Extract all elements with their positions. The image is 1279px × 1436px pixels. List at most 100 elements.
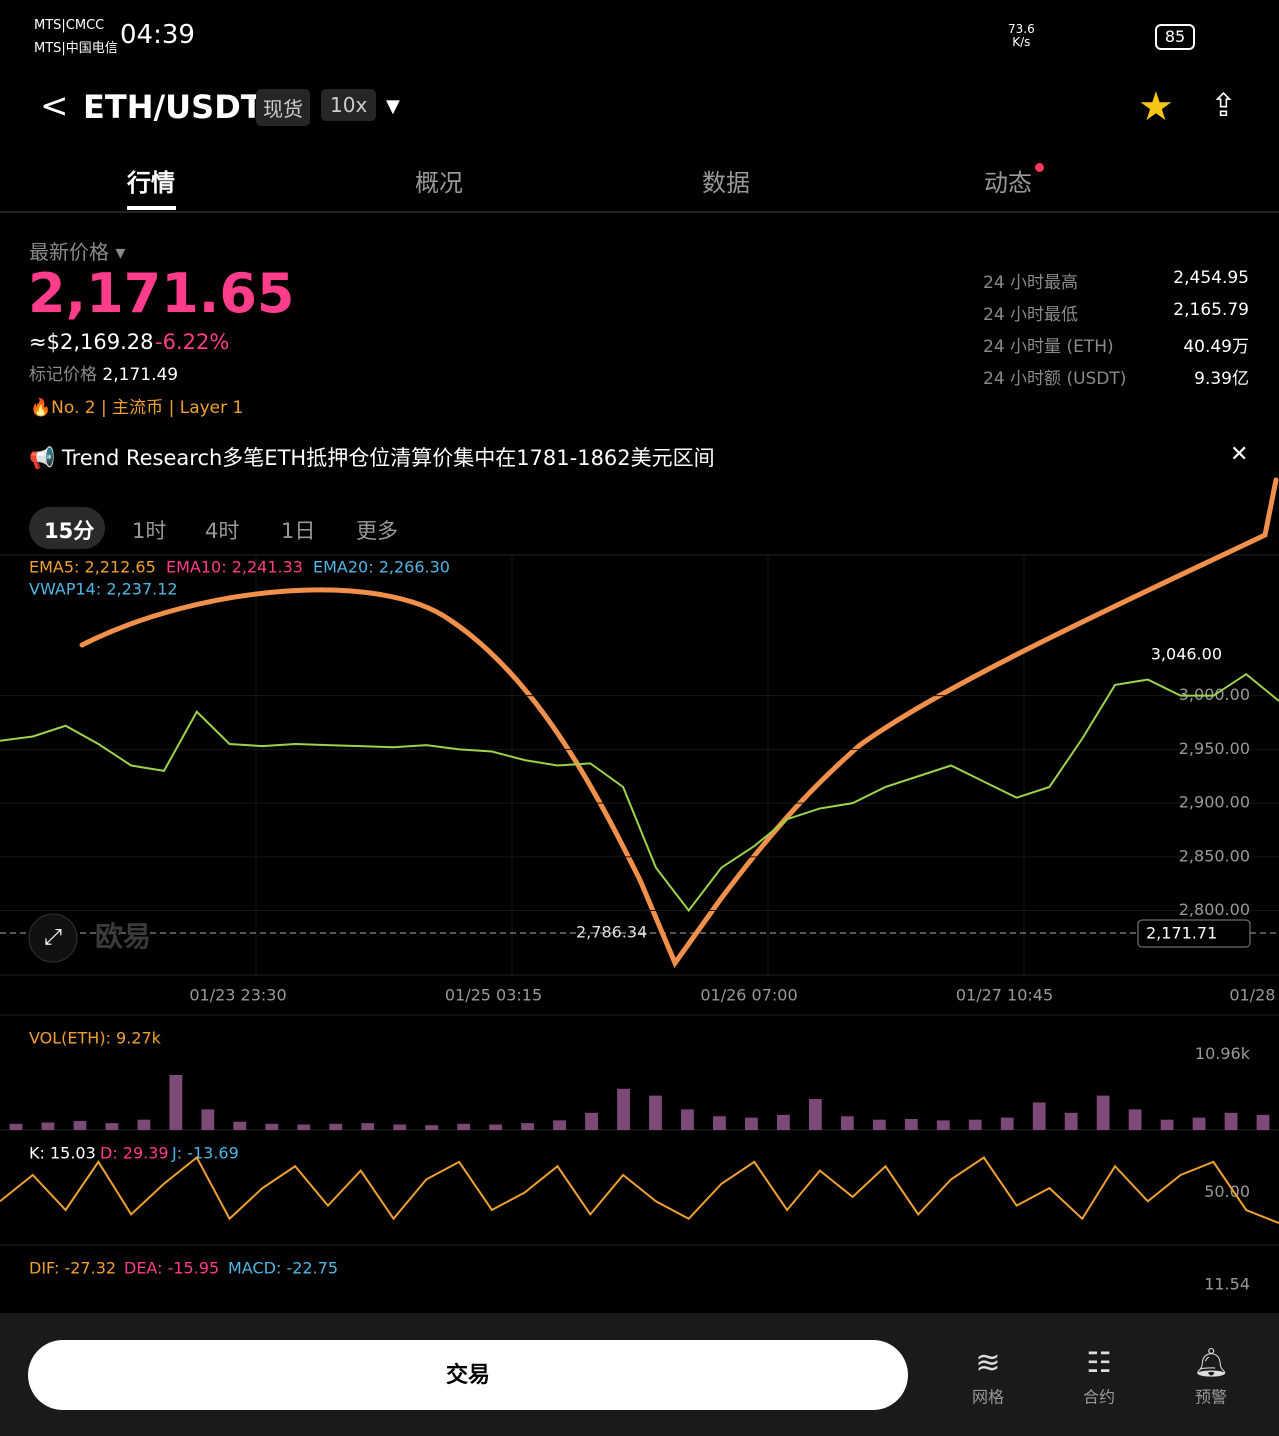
volume-bar (1000, 1117, 1014, 1130)
stat-value: 2,454.95 (1173, 268, 1249, 288)
tag[interactable]: Layer 1 (179, 398, 244, 418)
y-tick-label: 50.00 (1204, 1182, 1250, 1201)
close[interactable]: ✕ (1230, 442, 1249, 467)
alert-icon[interactable]: 🔔︎ (1193, 1346, 1229, 1379)
volume-bar (9, 1123, 23, 1130)
volume-bar (585, 1112, 598, 1130)
speed: 73.6 (1008, 22, 1035, 36)
stat-value: 9.39亿 (1194, 369, 1249, 389)
interval[interactable]: 更多 (356, 519, 398, 543)
indicator: EMA5: 2,212.65 (29, 558, 156, 577)
axis-label: 11.54 (1204, 1275, 1250, 1294)
tab[interactable]: 行情 (127, 169, 175, 197)
interval[interactable]: 1日 (281, 519, 316, 543)
last-tag[interactable] (1137, 919, 1251, 948)
y-tick-label: 2,850.00 (1179, 846, 1250, 865)
volume-bar (1256, 1114, 1270, 1130)
carrier: MTS|CMCC (34, 18, 105, 33)
badge (1035, 163, 1044, 172)
clock: 04:39 (120, 20, 195, 50)
x-tick-label: 01/23 23:30 (189, 986, 286, 1005)
interval[interactable]: 1时 (132, 519, 167, 543)
x-tick-label: 01/25 03:15 (445, 986, 542, 1005)
low-label: 2,786.34 (576, 923, 647, 942)
stat-value: 40.49万 (1183, 337, 1249, 357)
volume-bar (233, 1121, 247, 1130)
volume-bar (41, 1122, 55, 1130)
news[interactable]: 📢 Trend Research多笔ETH抵押仓位清算价集中在1781-1862… (29, 446, 715, 470)
interval[interactable]: 4时 (205, 519, 240, 543)
battery: 85 (1155, 24, 1195, 50)
volume-bar (201, 1109, 215, 1130)
trade-button[interactable] (28, 1340, 908, 1410)
stat-label: 24 小时量 (ETH) (983, 337, 1114, 357)
trade-label: 交易 (446, 1362, 490, 1388)
change: -6.22% (155, 330, 230, 354)
market-tag: 现货 (256, 89, 310, 126)
volume-bar (968, 1119, 982, 1130)
last-price: 2,171.65 (28, 262, 295, 325)
volume-bar (649, 1095, 662, 1130)
grid-label: 网格 (972, 1388, 1004, 1407)
news-text: Trend Research多笔ETH抵押仓位清算价集中在1781-1862美元… (61, 446, 715, 470)
volume-bar (776, 1114, 790, 1130)
volume-bar (808, 1099, 822, 1130)
expand[interactable] (28, 913, 78, 963)
indicator: DEA: -15.95 (124, 1259, 219, 1278)
tab[interactable]: 动态 (984, 169, 1032, 197)
y-tick-label: 2,950.00 (1179, 739, 1250, 758)
tag[interactable]: 主流币 (112, 398, 164, 418)
volume-bar (872, 1119, 886, 1130)
volume-bar (105, 1123, 119, 1130)
volume-bar (1160, 1119, 1174, 1130)
indicator: J: -13.69 (171, 1144, 239, 1163)
volume-bar (457, 1123, 471, 1130)
volume-bar (73, 1121, 87, 1130)
volume-bar (904, 1119, 918, 1130)
label: 标记价格 (29, 365, 97, 385)
indicator: EMA10: 2,241.33 (166, 558, 303, 577)
pair: ETH/USDT (83, 88, 263, 126)
contract-icon[interactable]: ☷ (1086, 1346, 1111, 1379)
rank: No. 2 (51, 398, 96, 418)
volume-bar (1032, 1102, 1046, 1130)
volume-bar (137, 1119, 151, 1130)
price-line (0, 1155, 1279, 1225)
volume-bar (297, 1124, 311, 1130)
volume-bar (681, 1109, 694, 1130)
back-button[interactable]: < (40, 86, 69, 126)
tab-indicator (127, 206, 176, 210)
volume-bar (1128, 1109, 1142, 1130)
indicator: EMA20: 2,266.30 (313, 558, 450, 577)
carrier: MTS|中国电信 (34, 41, 118, 56)
usd-price: ≈$2,169.28 (29, 330, 154, 354)
last-tag-label: 2,171.71 (1146, 924, 1217, 943)
price-line (0, 672, 1279, 913)
favorite[interactable]: ★ (1138, 84, 1174, 130)
tab[interactable]: 数据 (702, 169, 750, 197)
grid-icon[interactable]: ≋ (975, 1346, 1000, 1381)
volume-bar (361, 1123, 375, 1130)
value: 2,171.49 (102, 365, 179, 385)
divider (0, 211, 1279, 213)
indicator: D: 29.39 (100, 1144, 169, 1163)
leverage-tag[interactable]: 10x (321, 89, 377, 121)
tab[interactable]: 概况 (415, 169, 463, 197)
indicator: DIF: -27.32 (29, 1259, 116, 1278)
share[interactable]: ⇪ (1210, 86, 1237, 124)
indicator: VWAP14: 2,237.12 (29, 580, 178, 599)
volume-bar (840, 1116, 854, 1130)
x-tick-label: 01/28 1 (1229, 986, 1279, 1005)
volume-bar (713, 1116, 726, 1130)
stat-label: 24 小时最低 (983, 305, 1079, 325)
stat-label: 24 小时最高 (983, 273, 1079, 293)
interval[interactable]: 15分 (44, 519, 95, 543)
watermark: 欧易 (95, 920, 151, 953)
volume-bar (745, 1117, 758, 1130)
mark-price: 标记价格 2,171.49 (29, 360, 178, 385)
y-tick-label: 2,800.00 (1179, 900, 1250, 919)
dropdown[interactable]: ▼ (386, 96, 400, 117)
volume-bar (1224, 1112, 1238, 1130)
